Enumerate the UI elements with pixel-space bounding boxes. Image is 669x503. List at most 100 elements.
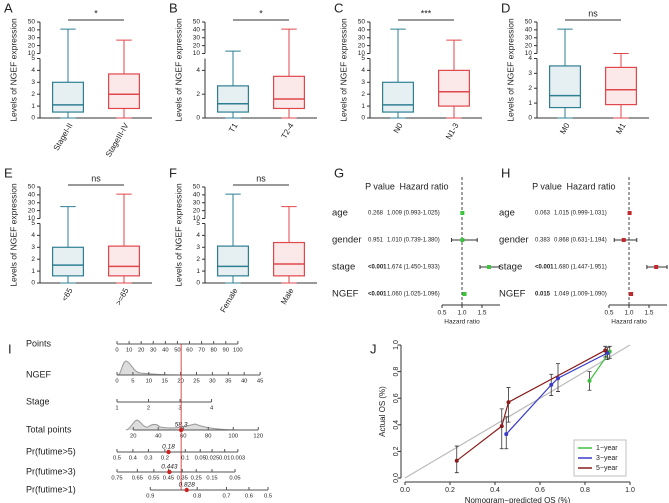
y-tick-label: 0 [196,115,200,122]
x-tick-label: >=65 [114,286,131,307]
box [217,85,250,113]
scale-name: Pr(futime>3) [26,466,76,476]
x-tick-label: StageIII-IV [104,121,131,159]
y-tick-label: 50 [193,184,201,191]
calibration-line [456,349,606,462]
scale-tick-label: 0.5 [264,494,272,500]
y-tick-label: 10 [358,50,366,57]
y-tick-label: 20 [28,42,36,49]
whisker [60,28,76,83]
scale-tick-label: 0.3 [144,456,152,462]
x-axis-label: Hazard ratio [444,319,480,326]
hazard-ratio-label: 1.009 (0.993-1.025) [387,211,440,217]
scale-tick-label: 0.1 [181,456,189,462]
significance-label: ns [91,173,101,183]
whisker [225,275,241,284]
y-tick-label: 50 [193,19,201,26]
y-axis-label: Levels of NGEF expression [8,18,18,122]
column-header: P value [532,181,562,191]
x-tick-label: M0 [558,121,572,136]
whisker [557,107,573,119]
scale-tick-label: 0.6 [245,494,253,500]
calibration-point [556,376,560,381]
column-header: Hazard ratio [566,181,615,191]
calibration-point [587,378,592,383]
scale-tick-label: 0.55 [148,476,159,482]
p-value: <0.001 [368,292,387,298]
y-tick-label: 3 [31,79,35,86]
y-tick-label: 5 [31,55,35,62]
panel-label: C [334,0,343,15]
p-value: 0.951 [368,238,384,244]
scale-tick-label: 20 [177,379,183,385]
scale-tick-label: 80 [205,434,211,440]
y-tick-label: 2 [31,256,35,263]
prediction-label: 0.828 [179,482,196,489]
y-tick-label: 0 [31,280,35,287]
y-tick-label: 3 [31,244,35,251]
scale-tick-label: 40 [241,379,247,385]
p-value: <0.001 [535,265,554,271]
calibration-point [549,382,554,387]
y-tick-label: 3 [361,79,365,86]
scale-tick-label: 20 [138,348,144,354]
x-tick-label: N0 [392,121,405,135]
scale-tick-label: 0.003 [231,456,246,462]
scale-tick-label: 15 [161,379,167,385]
calibration-line [589,351,611,382]
panel-label: G [334,165,344,180]
box [382,81,415,113]
whisker [116,39,132,74]
box [217,245,250,277]
y-tick-label: 2 [361,91,365,98]
scale-tick-label: 10 [146,379,152,385]
significance-label: * [94,8,98,18]
y-tick-label: 0.4 [393,420,400,430]
whisker [225,112,241,119]
scale-tick-label: 0.35 [177,476,188,482]
calibration-point [454,458,459,463]
whisker [116,108,132,119]
prediction-label: 0.18 [162,444,175,451]
y-tick-label: 1.0 [393,340,400,350]
scale-tick-label: 0.7 [222,494,230,500]
row-label: NGEF [499,289,526,300]
box [107,73,140,110]
row-label: age [332,208,348,219]
whisker [225,193,241,247]
y-tick-label: 4 [528,55,532,62]
prediction-label: 0.443 [161,464,178,471]
whisker [446,39,462,71]
y-tick-label: 3 [196,244,200,251]
y-tick-label: 20 [525,42,533,49]
y-tick-label: 3 [528,70,532,77]
whisker [613,104,629,119]
scale-tick-label: 0.75 [111,476,122,482]
whisker [613,52,629,68]
hazard-ratio-point [627,211,632,215]
box [273,75,306,110]
scale-tick-label: 70 [198,348,204,354]
y-tick-label: 40 [525,27,533,34]
y-tick-label: 0.0 [393,473,400,483]
y-tick-label: 4 [196,67,200,74]
calibration-point [499,424,504,429]
row-label: age [499,208,515,219]
y-tick-label: 1 [31,268,35,275]
hazard-ratio-point [628,292,633,296]
scale-tick-label: 0.45 [163,476,174,482]
scale-tick-label: 10 [126,348,132,354]
prediction-point [184,487,189,493]
prediction-point [167,469,172,475]
scale-tick-label: 100 [228,434,238,440]
whisker [446,106,462,119]
y-tick-label: 30 [28,199,36,206]
whisker [281,275,297,284]
x-tick-label: 1.5 [644,310,653,317]
scale-tick-label: 0.25 [191,476,202,482]
y-tick-label: 50 [358,19,366,26]
y-tick-label: 20 [193,42,201,49]
scale-tick-label: 3 [178,406,181,412]
scale-tick-label: 30 [150,348,156,354]
scale-tick-label: 120 [253,434,263,440]
